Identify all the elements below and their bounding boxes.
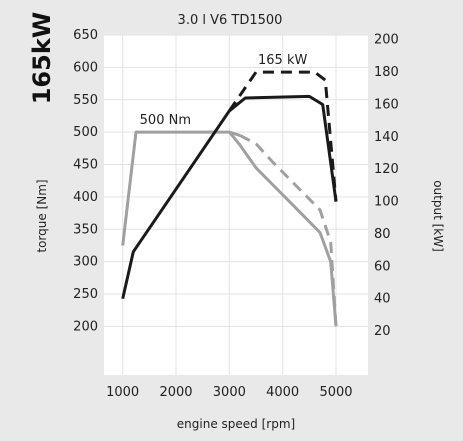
annotations: 500 Nm 165 kW bbox=[140, 53, 308, 128]
x-tick-labels: 1000 2000 3000 4000 5000 bbox=[106, 385, 352, 400]
x-axis-label: engine speed [rpm] bbox=[177, 417, 295, 431]
y-tick-label: 650 bbox=[73, 28, 98, 43]
y-tick-label: 550 bbox=[73, 93, 98, 108]
y2-tick-label: 100 bbox=[374, 195, 399, 210]
y2-tick-label: 60 bbox=[374, 259, 391, 274]
y2-tick-label: 140 bbox=[374, 130, 399, 145]
y-axis-label: torque [Nm] bbox=[35, 179, 49, 252]
y-tick-label: 450 bbox=[73, 158, 98, 173]
y-tick-label: 400 bbox=[73, 190, 98, 205]
left-y-tick-labels: 200 250 300 350 400 450 500 550 600 650 bbox=[73, 28, 98, 334]
y2-tick-label: 20 bbox=[374, 324, 391, 339]
y2-tick-label: 40 bbox=[374, 292, 391, 307]
y-tick-label: 600 bbox=[73, 60, 98, 75]
torque-curve-solid-0 bbox=[121, 130, 241, 246]
x-tick-label: 2000 bbox=[159, 385, 192, 400]
side-label: 165kW bbox=[28, 12, 56, 105]
right-y-tick-labels: 20 40 60 80 100 120 140 160 180 200 bbox=[374, 33, 399, 339]
y-tick-label: 300 bbox=[73, 255, 98, 270]
annotation-label: 500 Nm bbox=[140, 113, 191, 128]
y-tick-label: 200 bbox=[73, 319, 98, 334]
y2-axis-label: output [kW] bbox=[431, 180, 445, 252]
torque-curve-solid-2 bbox=[228, 131, 338, 327]
y2-tick-label: 80 bbox=[374, 227, 391, 242]
x-tick-label: 1000 bbox=[106, 385, 139, 400]
x-tick-label: 3000 bbox=[213, 385, 246, 400]
annotation-label: 165 kW bbox=[258, 53, 307, 68]
plot-area bbox=[104, 35, 368, 375]
y2-tick-label: 120 bbox=[374, 162, 399, 177]
y2-tick-label: 200 bbox=[374, 33, 399, 48]
y-tick-label: 350 bbox=[73, 222, 98, 237]
torque-curve-dashed-1 bbox=[239, 134, 338, 327]
y2-tick-label: 180 bbox=[374, 65, 399, 80]
y2-tick-label: 160 bbox=[374, 97, 399, 112]
chart-title: 3.0 l V6 TD1500 bbox=[178, 13, 283, 28]
series-layer bbox=[121, 70, 338, 327]
output-curve-solid-3 bbox=[121, 94, 338, 300]
y-tick-label: 500 bbox=[73, 125, 98, 140]
x-tick-label: 4000 bbox=[266, 385, 299, 400]
y-tick-label: 250 bbox=[73, 287, 98, 302]
x-tick-label: 5000 bbox=[319, 385, 352, 400]
